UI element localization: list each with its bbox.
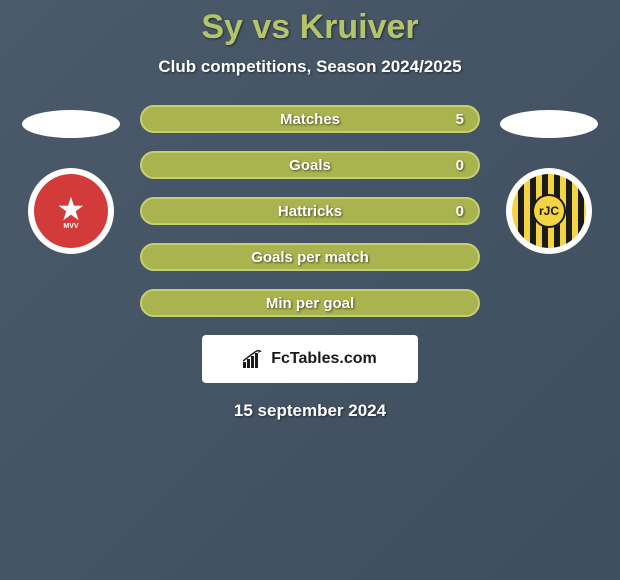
stat-value-right: 0 — [456, 203, 464, 220]
star-icon: ★ — [57, 193, 86, 225]
comparison-card: Sy vs Kruiver Club competitions, Season … — [0, 0, 620, 421]
brand-text: FcTables.com — [271, 350, 377, 368]
stat-row-hattricks: Hattricks 0 — [140, 197, 480, 225]
right-player-avatar — [500, 110, 598, 138]
left-column: ★ MVV — [22, 105, 120, 254]
stat-row-goals-per-match: Goals per match — [140, 243, 480, 271]
stat-label: Goals per match — [251, 249, 369, 266]
stat-row-min-per-goal: Min per goal — [140, 289, 480, 317]
subtitle: Club competitions, Season 2024/2025 — [0, 57, 620, 77]
stats-column: Matches 5 Goals 0 Hattricks 0 Goals per … — [140, 105, 480, 317]
left-player-avatar — [22, 110, 120, 138]
right-club-badge: rJC — [506, 168, 592, 254]
stat-row-goals: Goals 0 — [140, 151, 480, 179]
left-club-badge: ★ MVV — [28, 168, 114, 254]
stat-value-right: 5 — [456, 111, 464, 128]
content-row: ★ MVV Matches 5 Goals 0 Hattricks 0 Goal… — [0, 105, 620, 317]
right-column: rJC — [500, 105, 598, 254]
stat-label: Matches — [280, 111, 340, 128]
left-club-badge-inner: ★ MVV — [34, 174, 108, 248]
chart-icon — [243, 350, 265, 368]
stat-value-right: 0 — [456, 157, 464, 174]
right-club-badge-inner: rJC — [512, 174, 586, 248]
left-club-abbrev: MVV — [63, 223, 78, 230]
brand-box[interactable]: FcTables.com — [202, 335, 418, 383]
page-title: Sy vs Kruiver — [0, 8, 620, 47]
stat-label: Min per goal — [266, 295, 354, 312]
stat-label: Hattricks — [278, 203, 342, 220]
stat-label: Goals — [289, 157, 331, 174]
date-text: 15 september 2024 — [0, 401, 620, 421]
right-club-abbrev: rJC — [532, 194, 566, 228]
stat-row-matches: Matches 5 — [140, 105, 480, 133]
